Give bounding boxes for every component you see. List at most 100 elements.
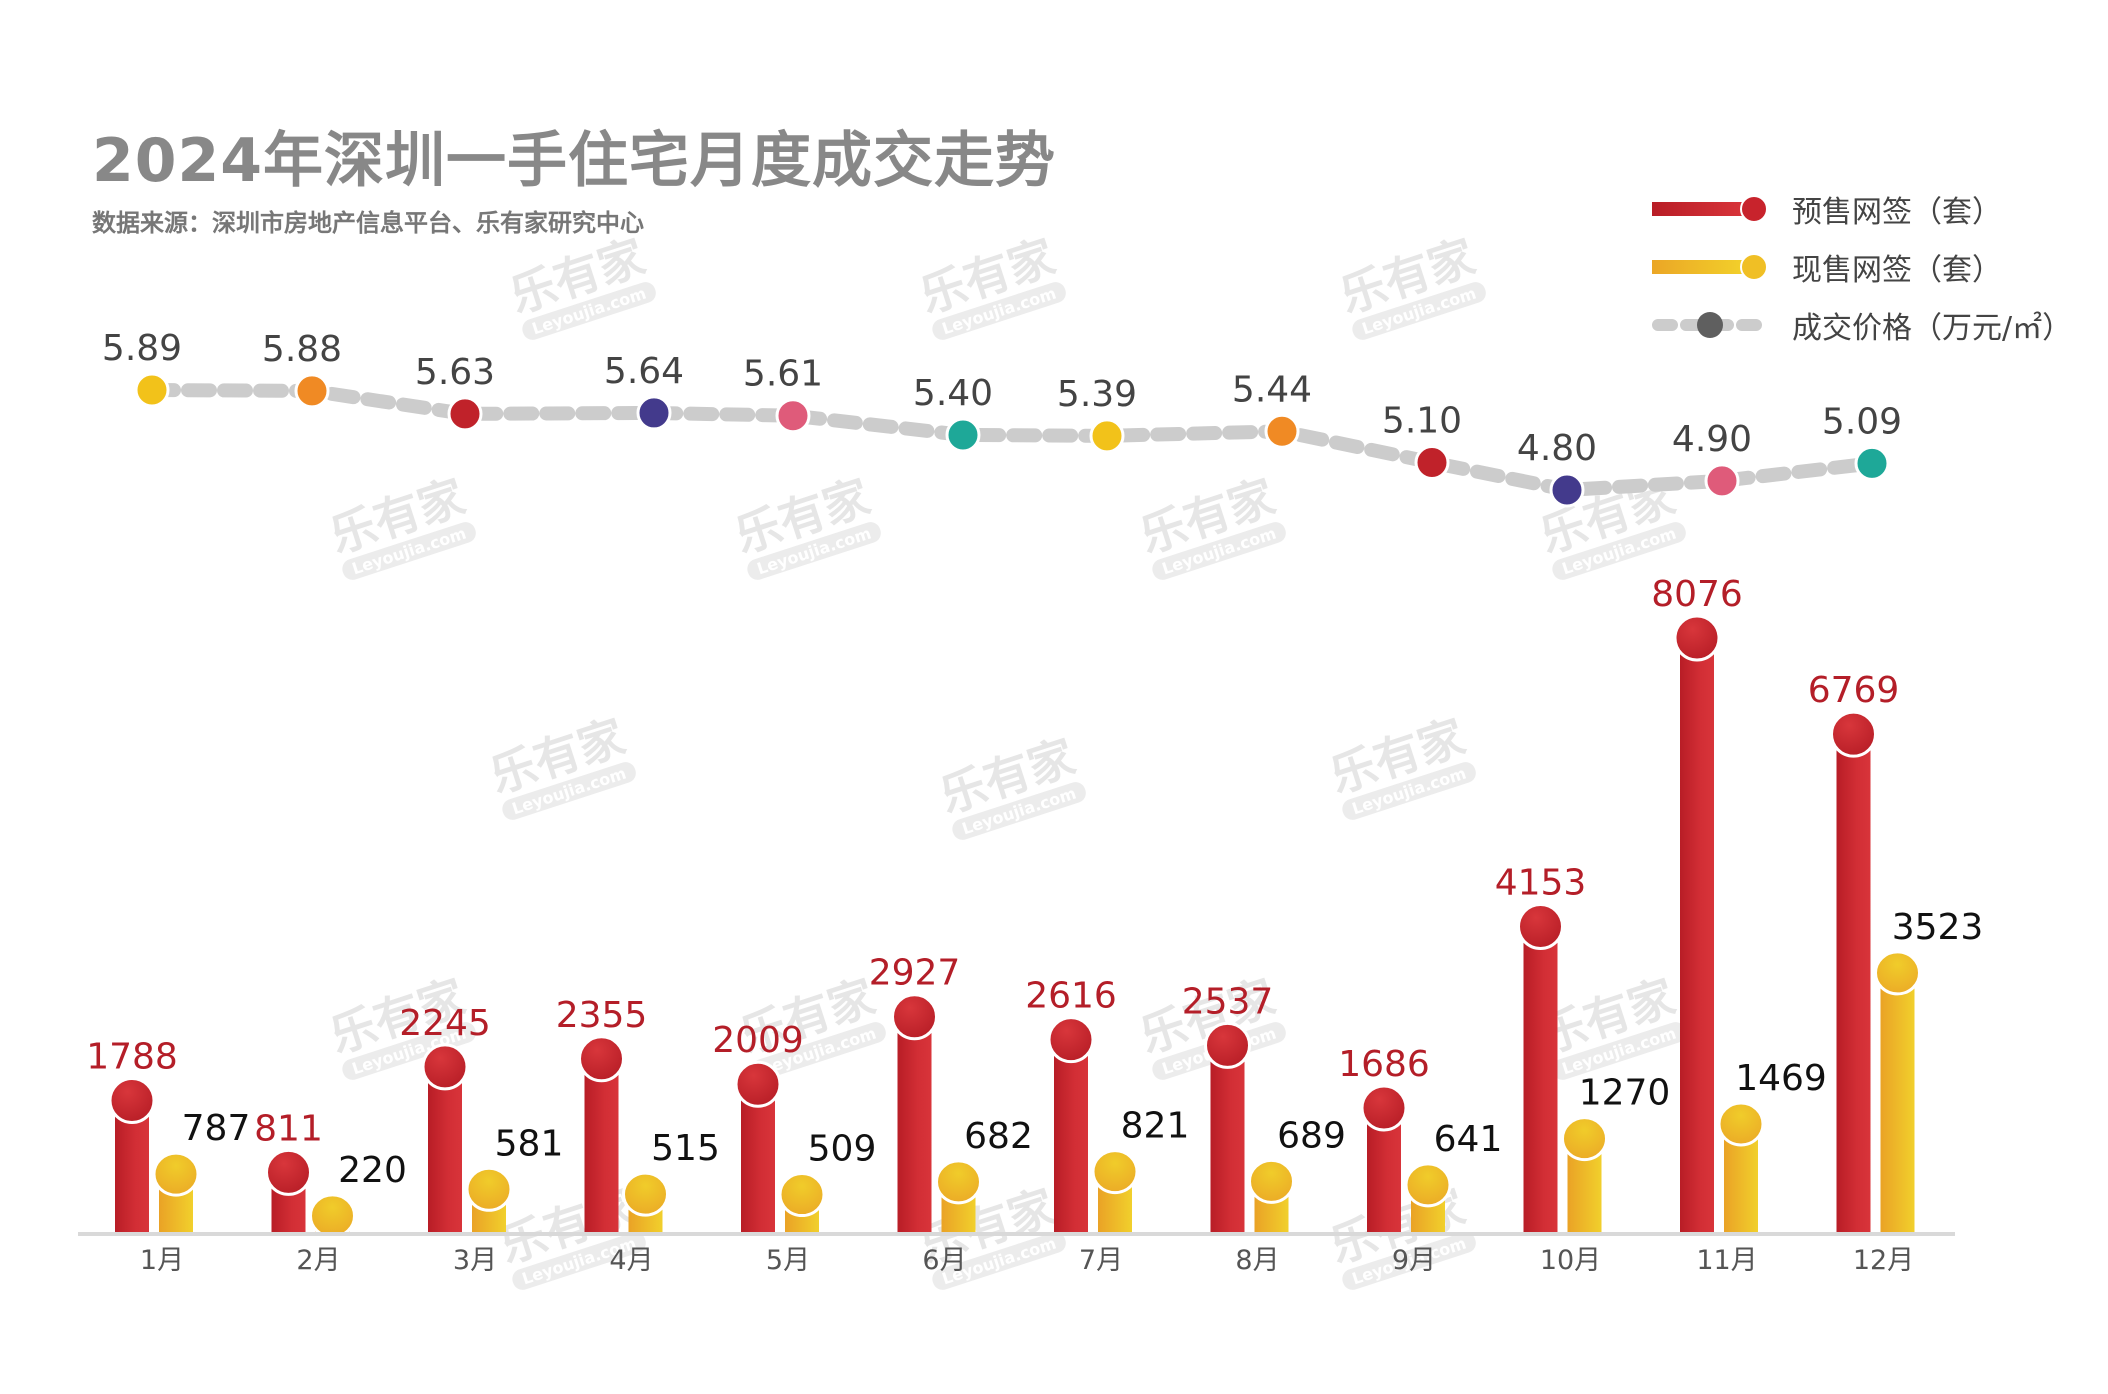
presale-bar-cap <box>1673 614 1721 662</box>
price-data-label: 4.80 <box>1517 428 1597 469</box>
legend-item-presale: 预售网签（套） <box>1650 180 2072 238</box>
existing-bar-cap <box>1091 1149 1139 1195</box>
price-point <box>447 396 483 432</box>
x-tick-label: 12月 <box>1853 1245 1914 1276</box>
presale-data-label: 811 <box>254 1108 323 1149</box>
legend-label: 现售网签（套） <box>1792 253 2002 288</box>
existing-data-label: 1270 <box>1579 1073 1671 1114</box>
presale-data-label: 8076 <box>1651 574 1743 615</box>
price-point <box>1854 445 1890 481</box>
presale-data-label: 2537 <box>1182 981 1274 1022</box>
price-point <box>1549 472 1585 508</box>
price-data-label: 5.09 <box>1822 401 1902 442</box>
x-tick-label: 10月 <box>1540 1245 1601 1276</box>
x-tick-label: 7月 <box>1079 1245 1123 1276</box>
price-point <box>636 395 672 431</box>
existing-data-label: 787 <box>182 1108 251 1149</box>
existing-data-label: 220 <box>338 1150 407 1191</box>
gray-dashed-line-dot-icon <box>1652 312 1768 338</box>
presale-data-label: 6769 <box>1808 670 1900 711</box>
existing-bar-cap <box>778 1172 826 1218</box>
price-series: 5.89 5.88 5.63 5.64 5.61 5.40 5.39 5.44 5.10 4.80… <box>102 328 1902 508</box>
presale-data-label: 2927 <box>869 953 961 994</box>
price-point <box>134 372 170 408</box>
existing-bar-cap <box>1561 1116 1608 1162</box>
presale-bar-cap <box>1830 710 1877 758</box>
chart-title: 2024年深圳一手住宅月度成交走势 <box>92 126 1056 196</box>
existing-data-label: 1469 <box>1735 1058 1827 1099</box>
yellow-bar-dot-icon <box>1652 253 1768 281</box>
existing-bar-cap <box>152 1151 200 1197</box>
existing-bar-cap <box>1404 1162 1452 1208</box>
x-tick-label: 8月 <box>1235 1245 1279 1276</box>
presale-bar-cap <box>265 1148 312 1196</box>
legend-label: 成交价格（万元/㎡） <box>1792 311 2073 346</box>
presale-bar <box>1054 1039 1088 1232</box>
price-data-label: 5.40 <box>913 373 993 414</box>
existing-data-label: 641 <box>1434 1119 1503 1160</box>
presale-bar-cap <box>1047 1016 1095 1064</box>
existing-data-label: 581 <box>495 1123 564 1164</box>
existing-bar-cap <box>1248 1158 1295 1204</box>
presale-bar <box>1210 1045 1245 1232</box>
price-point <box>945 417 981 453</box>
existing-data-label: 3523 <box>1892 907 1984 948</box>
presale-bar <box>1680 638 1714 1232</box>
presale-bar-cap <box>734 1060 782 1108</box>
x-tick-label: 11月 <box>1696 1245 1757 1276</box>
price-data-label: 5.63 <box>415 352 495 393</box>
presale-data-label: 1686 <box>1338 1044 1430 1085</box>
presale-data-label: 2355 <box>556 995 648 1036</box>
presale-data-label: 2009 <box>712 1020 804 1061</box>
presale-data-label: 4153 <box>1495 863 1587 904</box>
price-data-label: 5.88 <box>262 329 342 370</box>
chart-subtitle: 数据来源：深圳市房地产信息平台、乐有家研究中心 <box>92 209 644 237</box>
legend: 预售网签（套） 现售网签（套） 成交价格（万元/㎡） <box>1650 180 2072 354</box>
existing-bar-cap <box>465 1166 513 1212</box>
x-tick-label: 3月 <box>453 1245 497 1276</box>
presale-bar <box>428 1066 462 1232</box>
x-axis-labels: 1月 2月 3月 4月 5月 6月 7月 8月 9月 10月 11月 12月 <box>140 1245 1914 1276</box>
presale-bar <box>1523 926 1558 1232</box>
presale-bar <box>1836 734 1871 1232</box>
red-bar-dot-icon <box>1652 195 1768 223</box>
existing-data-label: 682 <box>964 1116 1033 1157</box>
existing-bar-cap <box>622 1171 669 1217</box>
presale-bar <box>897 1016 932 1232</box>
existing-bar-cap <box>1717 1101 1765 1147</box>
price-data-label: 4.90 <box>1672 419 1752 460</box>
legend-item-price: 成交价格（万元/㎡） <box>1650 296 2072 354</box>
presale-data-label: 1788 <box>86 1036 178 1077</box>
presale-bar-cap <box>1517 903 1564 951</box>
presale-bar-cap <box>1204 1021 1251 1069</box>
presale-bar <box>584 1058 619 1232</box>
price-point <box>1414 444 1450 480</box>
presale-bar <box>741 1084 775 1232</box>
x-tick-label: 9月 <box>1392 1245 1436 1276</box>
x-tick-label: 6月 <box>922 1245 966 1276</box>
legend-label: 预售网签（套） <box>1792 195 2002 230</box>
presale-bar-cap <box>891 993 938 1041</box>
existing-bar-cap <box>935 1159 982 1205</box>
x-tick-label: 4月 <box>609 1245 653 1276</box>
presale-data-label: 2245 <box>399 1003 491 1044</box>
price-data-label: 5.61 <box>743 354 823 395</box>
price-data-label: 5.64 <box>604 351 684 392</box>
price-point <box>1704 463 1740 499</box>
price-line <box>145 383 1879 498</box>
x-tick-label: 1月 <box>140 1245 184 1276</box>
presale-bar-cap <box>108 1076 156 1124</box>
existing-bar-cap <box>1874 950 1921 996</box>
price-data-label: 5.10 <box>1382 400 1462 441</box>
presale-data-label: 2616 <box>1025 976 1117 1017</box>
existing-data-label: 689 <box>1277 1115 1346 1156</box>
existing-bar-cap <box>309 1193 356 1239</box>
presale-bar-cap <box>578 1035 625 1083</box>
price-data-label: 5.89 <box>102 328 182 369</box>
existing-bar <box>1880 972 1915 1232</box>
price-data-label: 5.44 <box>1232 369 1312 410</box>
existing-data-label: 821 <box>1121 1106 1190 1147</box>
presale-bar-cap <box>1360 1084 1408 1132</box>
